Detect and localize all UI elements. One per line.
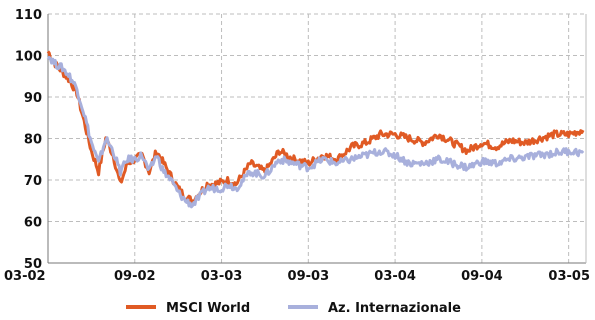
x-tick-label: 09-03 [288,269,330,284]
series-line-az-internazionale [46,55,585,209]
legend: MSCI World Az. Internazionale [126,301,461,316]
x-axis: 03-02 09-02 03-03 09-03 03-04 09-04 03-05 [4,269,590,284]
y-tick-label: 90 [24,91,42,106]
y-tick-label: 110 [15,8,42,23]
y-tick-label: 50 [24,257,42,272]
grid-lines [48,13,586,263]
legend-label: Az. Internazionale [328,301,461,316]
x-tick-label: 09-04 [461,269,503,284]
y-tick-label: 80 [24,133,42,148]
x-tick-label: 03-05 [548,269,590,284]
y-tick-label: 100 [15,50,42,65]
y-tick-label: 60 [24,216,42,231]
plot-area [47,14,587,264]
x-tick-label: 09-02 [114,269,156,284]
x-tick-label: 03-03 [201,269,243,284]
x-tick-label: 03-02 [4,269,46,284]
y-axis: 50 60 70 80 90 100 110 [15,8,42,272]
series-lines [46,50,585,209]
y-tick-label: 70 [24,174,42,189]
x-tick-label: 03-04 [374,269,416,284]
legend-label: MSCI World [166,301,250,316]
